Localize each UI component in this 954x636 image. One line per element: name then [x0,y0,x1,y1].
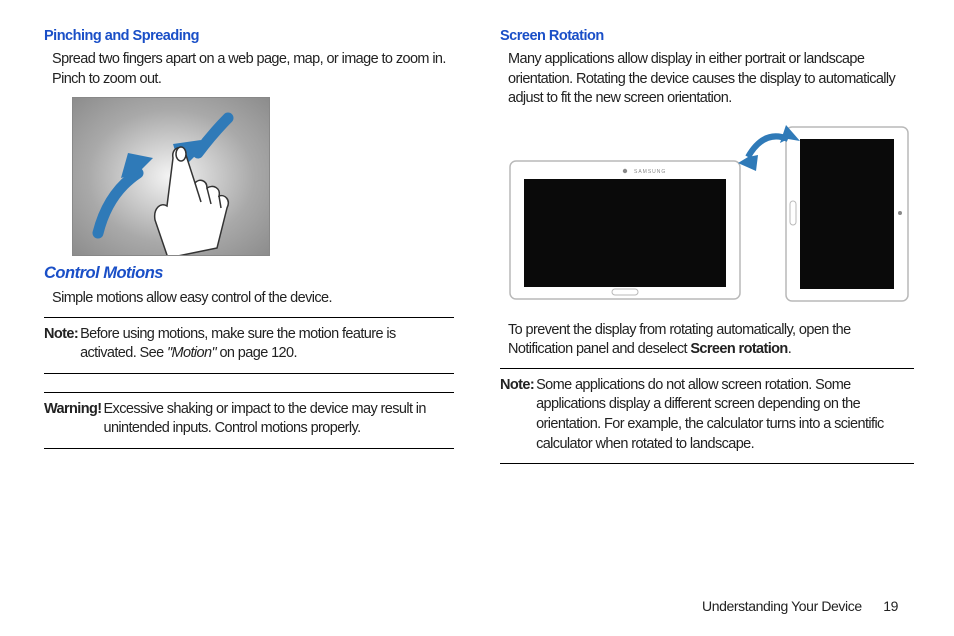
page-footer: Understanding Your Device 19 [702,598,898,614]
note-text: Before using motions, make sure the moti… [80,325,452,364]
note-text-italic: "Motion" [167,345,216,361]
right-column: Screen Rotation Many applications allow … [500,28,914,580]
para-prevent-rotation: To prevent the display from rotating aut… [508,321,914,360]
text-bold-screen-rotation: Screen rotation [690,341,787,357]
para-pinching: Spread two fingers apart on a web page, … [52,50,454,89]
heading-pinching: Pinching and Spreading [44,28,454,44]
rotation-diagram-icon: SAMSUNG [504,121,914,303]
heading-screen-rotation: Screen Rotation [500,28,914,44]
figure-pinch-spread [72,97,270,256]
warning-text: Excessive shaking or impact to the devic… [103,400,452,439]
figure-screen-rotation: SAMSUNG [504,121,914,303]
svg-text:SAMSUNG: SAMSUNG [634,169,666,175]
text-part-a: To prevent the display from rotating aut… [508,322,851,358]
note-label: Note: [44,325,80,364]
pinch-gesture-icon [73,98,269,255]
page: Pinching and Spreading Spread two finger… [0,0,954,590]
text-part-c: . [788,341,791,357]
warning-label: Warning! [44,400,103,439]
heading-control-motions: Control Motions [44,264,454,283]
note-app-rotation: Note: Some applications do not allow scr… [500,368,914,464]
footer-section: Understanding Your Device [702,598,862,614]
para-control-motions: Simple motions allow easy control of the… [52,289,454,309]
warning-block: Warning! Excessive shaking or impact to … [44,392,454,449]
footer-page-number: 19 [883,598,898,614]
note-motion-feature: Note: Before using motions, make sure th… [44,317,454,374]
note-text-part-b: on page 120. [216,345,297,361]
note-label: Note: [500,376,536,454]
left-column: Pinching and Spreading Spread two finger… [44,28,454,580]
para-screen-rotation: Many applications allow display in eithe… [508,50,914,109]
note-text: Some applications do not allow screen ro… [536,376,912,454]
